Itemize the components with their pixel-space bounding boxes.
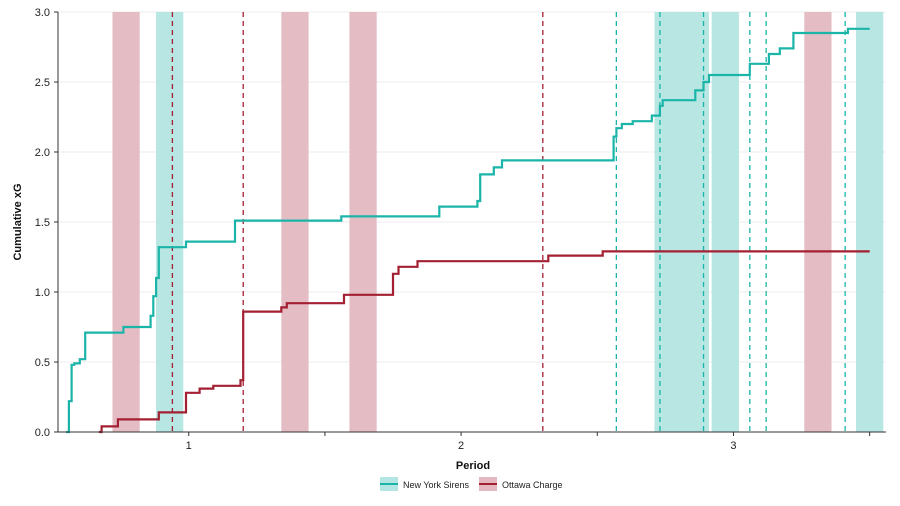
series-line-charge bbox=[98, 250, 870, 434]
x-tick-label-0: 1 bbox=[186, 440, 192, 452]
penalty-band-charge-6 bbox=[804, 12, 832, 432]
grid-layer bbox=[58, 11, 886, 363]
goal-line-layer bbox=[171, 12, 846, 432]
y-axis-title: Cumulative xG bbox=[12, 183, 24, 260]
penalty-band-sirens-4 bbox=[654, 12, 709, 432]
y-tick-label-0: 0.0 bbox=[35, 427, 50, 439]
y-tick-label-5: 2.5 bbox=[35, 77, 50, 89]
axis-layer: 0.0 0.5 1.0 1.5 2.0 2.5 3.0 1 2 3 bbox=[35, 7, 886, 452]
penalty-band-layer bbox=[112, 12, 884, 432]
y-tick-label-3: 1.5 bbox=[35, 217, 50, 229]
penalty-band-sirens-5 bbox=[711, 12, 739, 432]
y-tick-label-1: 0.5 bbox=[35, 357, 50, 369]
legend-label-charge: Ottawa Charge bbox=[502, 480, 563, 490]
penalty-band-charge-3 bbox=[349, 12, 377, 432]
legend-label-sirens: New York Sirens bbox=[403, 480, 470, 490]
y-tick-label-6: 3.0 bbox=[35, 7, 50, 19]
x-tick-label-1: 2 bbox=[458, 440, 464, 452]
y-tick-label-2: 1.0 bbox=[35, 287, 50, 299]
y-tick-label-4: 2.0 bbox=[35, 147, 50, 159]
series-layer bbox=[66, 27, 870, 434]
legend: New York Sirens Ottawa Charge bbox=[380, 477, 563, 491]
x-axis-title: Period bbox=[456, 460, 490, 472]
penalty-band-sirens-7 bbox=[856, 12, 884, 432]
penalty-band-charge-2 bbox=[281, 12, 309, 432]
series-line-sirens bbox=[66, 27, 870, 434]
penalty-band-charge-0 bbox=[112, 12, 140, 432]
penalty-band-sirens-1 bbox=[156, 12, 184, 432]
x-tick-label-2: 3 bbox=[730, 440, 736, 452]
